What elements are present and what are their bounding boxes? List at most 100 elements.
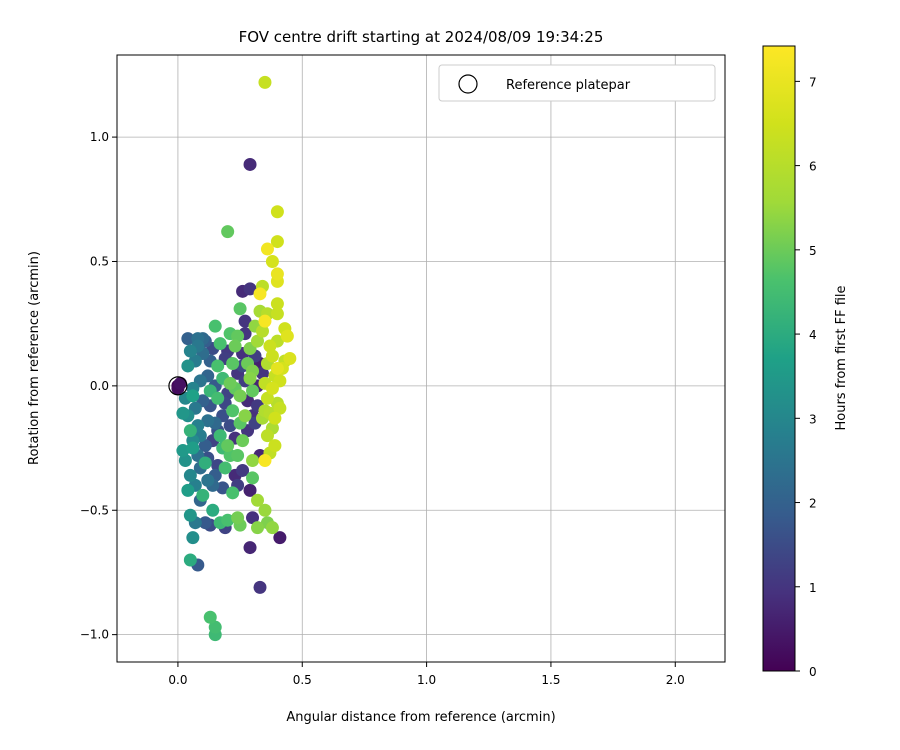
data-point xyxy=(231,329,245,343)
data-point xyxy=(246,511,260,525)
data-point xyxy=(246,453,260,467)
data-point xyxy=(260,429,274,443)
data-point xyxy=(221,225,235,239)
data-point xyxy=(243,371,257,385)
data-point xyxy=(265,381,279,395)
data-point xyxy=(198,439,212,453)
data-point xyxy=(243,282,257,296)
data-point xyxy=(201,473,215,487)
x-axis-ticks: 0.0 0.5 1.0 1.5 2.0 xyxy=(168,662,685,687)
data-point xyxy=(218,461,232,475)
data-point xyxy=(243,541,257,555)
data-point xyxy=(198,456,212,470)
data-point xyxy=(283,352,297,365)
data-point xyxy=(243,157,257,171)
y-axis-label: Rotation from reference (arcmin) xyxy=(27,251,42,465)
colorbar-tick-label: 2 xyxy=(809,497,817,511)
colorbar-gradient xyxy=(762,45,796,672)
data-point xyxy=(186,389,200,403)
y-tick-label: −0.5 xyxy=(80,503,109,517)
data-point xyxy=(226,356,240,370)
data-point xyxy=(253,580,267,594)
legend-box xyxy=(438,64,716,102)
data-point xyxy=(253,287,267,301)
data-point xyxy=(238,409,252,423)
data-point xyxy=(265,349,279,363)
legend-reference-marker xyxy=(458,74,478,94)
data-point xyxy=(201,414,215,428)
data-point xyxy=(208,319,222,333)
data-point xyxy=(228,339,242,353)
data-point xyxy=(213,337,227,351)
data-point xyxy=(270,267,284,281)
data-point xyxy=(176,444,190,458)
data-point xyxy=(260,242,274,256)
data-point xyxy=(265,521,279,535)
data-point xyxy=(243,483,257,497)
data-point xyxy=(258,503,272,517)
y-tick-label: −1.0 xyxy=(80,628,109,642)
data-point xyxy=(231,511,245,525)
data-point xyxy=(268,411,282,425)
data-point xyxy=(226,486,240,500)
data-point xyxy=(208,620,222,634)
colorbar-tick-label: 4 xyxy=(809,328,817,342)
x-tick-label: 0.5 xyxy=(293,673,312,687)
legend-label: Reference platepar xyxy=(506,78,631,93)
data-point xyxy=(183,553,197,567)
y-tick-label: 0.5 xyxy=(90,254,109,268)
chart-title: FOV centre drift starting at 2024/08/09 … xyxy=(239,28,604,46)
data-point xyxy=(250,521,264,535)
data-point xyxy=(265,254,279,268)
data-point xyxy=(270,205,284,219)
data-point xyxy=(176,406,190,420)
data-point xyxy=(221,439,235,453)
data-point xyxy=(173,376,187,390)
data-point xyxy=(270,297,284,311)
colorbar-tick-label: 7 xyxy=(809,75,817,89)
colorbar: 0 1 2 3 4 5 6 7 Hours from first FF file xyxy=(762,45,849,679)
data-point xyxy=(233,389,247,403)
reference-marker xyxy=(168,376,188,396)
y-tick-label: 1.0 xyxy=(90,130,109,144)
plot-frame xyxy=(116,54,726,663)
data-point xyxy=(258,453,272,467)
data-point xyxy=(186,531,200,545)
data-point xyxy=(223,419,237,433)
data-point xyxy=(258,314,272,328)
data-point xyxy=(236,463,250,477)
x-axis-label: Angular distance from reference (arcmin) xyxy=(286,710,555,725)
x-tick-label: 0.0 xyxy=(168,673,187,687)
data-point xyxy=(178,453,192,467)
colorbar-tick-label: 6 xyxy=(809,160,817,174)
data-point xyxy=(211,359,225,373)
data-point xyxy=(273,531,287,545)
x-tick-label: 2.0 xyxy=(666,673,685,687)
data-point xyxy=(268,439,282,453)
data-point xyxy=(270,307,284,321)
data-point xyxy=(236,434,250,448)
data-point xyxy=(233,302,247,316)
data-point xyxy=(273,401,287,415)
data-point xyxy=(255,324,269,338)
data-point xyxy=(270,361,284,375)
colorbar-tick-label: 0 xyxy=(809,665,817,679)
grid-lines xyxy=(117,55,725,662)
x-tick-label: 1.5 xyxy=(541,673,560,687)
data-point xyxy=(231,449,245,463)
legend: Reference platepar xyxy=(438,64,716,102)
colorbar-tick-label: 3 xyxy=(809,412,817,426)
data-point xyxy=(221,513,235,527)
data-point xyxy=(203,610,217,624)
data-point xyxy=(258,75,272,89)
data-point xyxy=(181,483,195,497)
data-point xyxy=(206,503,220,517)
data-point xyxy=(250,493,264,507)
data-point xyxy=(211,391,225,405)
data-point xyxy=(280,329,294,343)
data-point xyxy=(216,481,230,495)
data-point xyxy=(213,429,227,443)
data-point xyxy=(186,441,200,455)
colorbar-tick-label: 5 xyxy=(809,244,817,258)
data-point xyxy=(238,314,252,328)
